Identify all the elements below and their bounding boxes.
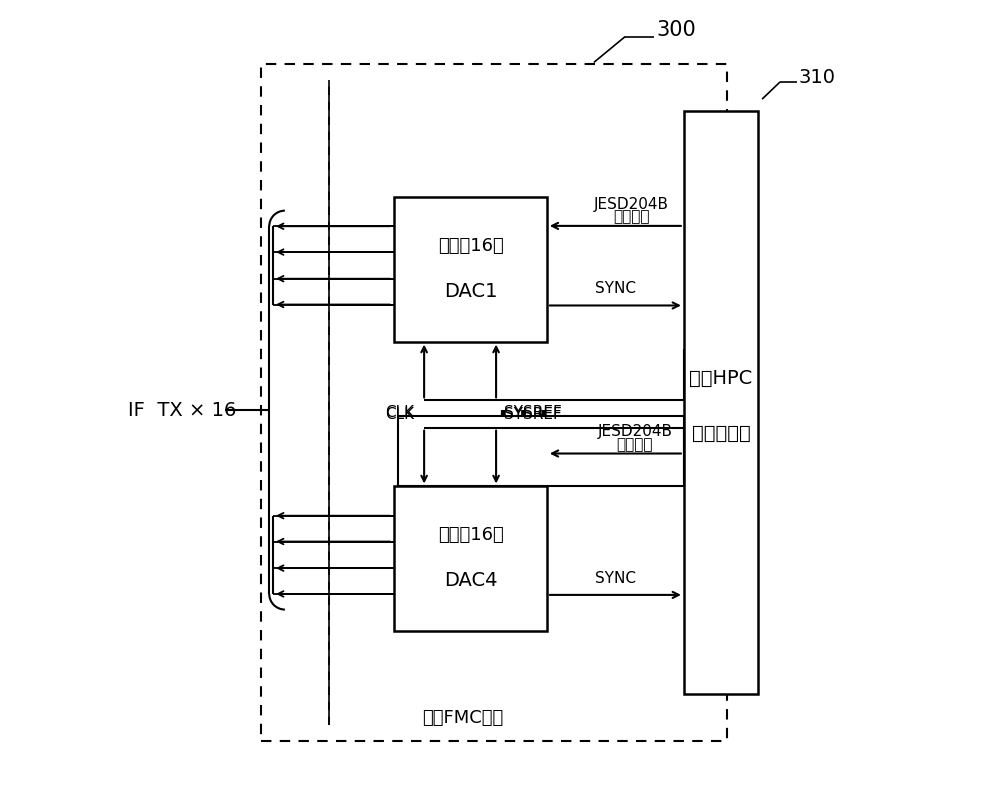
Text: DAC1: DAC1 <box>444 282 497 301</box>
Text: 高速链路: 高速链路 <box>617 437 653 452</box>
Text: SYNC: SYNC <box>595 571 636 586</box>
Text: 第二HPC: 第二HPC <box>689 369 753 389</box>
Text: 310: 310 <box>799 68 836 87</box>
Text: SYSREF: SYSREF <box>504 407 562 422</box>
Text: JESD204B: JESD204B <box>594 197 669 212</box>
Text: · · ·: · · · <box>498 400 549 428</box>
Text: SYNC: SYNC <box>595 281 636 296</box>
Text: 高速链路: 高速链路 <box>613 210 649 225</box>
FancyBboxPatch shape <box>684 111 758 694</box>
Text: 连接器插头: 连接器插头 <box>692 424 750 443</box>
Text: 四通道16位: 四通道16位 <box>438 237 504 255</box>
Text: JESD204B: JESD204B <box>597 425 672 440</box>
Text: CLK: CLK <box>386 407 415 422</box>
Text: 四通道16位: 四通道16位 <box>438 526 504 544</box>
Text: DAC4: DAC4 <box>444 571 497 590</box>
Text: IF  TX × 16: IF TX × 16 <box>128 400 237 420</box>
FancyBboxPatch shape <box>394 487 547 631</box>
Text: CLK: CLK <box>386 405 415 420</box>
Text: 第二FMC子板: 第二FMC子板 <box>422 709 503 726</box>
Text: SYSREF: SYSREF <box>504 405 562 420</box>
FancyBboxPatch shape <box>394 197 547 341</box>
FancyBboxPatch shape <box>398 416 684 487</box>
Text: 300: 300 <box>656 20 696 40</box>
FancyBboxPatch shape <box>261 64 727 740</box>
